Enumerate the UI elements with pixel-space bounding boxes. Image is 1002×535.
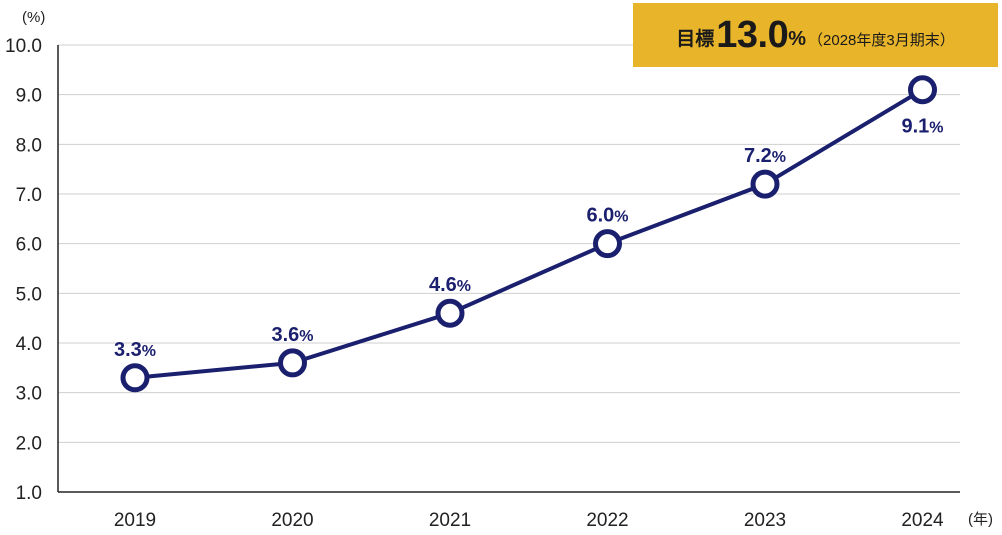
- y-tick-label: 10.0: [5, 36, 42, 57]
- y-tick-labels: 1.0 2.0 3.0 4.0 5.0 6.0 7.0 8.0 9.0 10.0: [5, 36, 42, 504]
- data-label-unit: %: [929, 120, 943, 137]
- y-tick-label: 1.0: [16, 483, 42, 504]
- data-label-value: 9.1: [901, 116, 929, 138]
- data-label: 9.1%: [901, 116, 943, 138]
- y-unit-label: (%): [22, 9, 45, 26]
- data-label-value: 3.6: [271, 324, 299, 346]
- y-tick-label: 6.0: [16, 235, 42, 256]
- y-tick-label: 5.0: [16, 284, 42, 305]
- x-tick-label: 2019: [114, 510, 156, 530]
- data-point: [435, 298, 465, 328]
- y-tick-label: 4.0: [16, 334, 42, 355]
- data-label: 6.0%: [586, 205, 628, 227]
- target-note: （2028年度3月期末）: [808, 31, 955, 49]
- target-banner: 目標 13.0 % （2028年度3月期末）: [633, 3, 998, 67]
- data-point: [908, 75, 937, 105]
- y-tick-label: 7.0: [16, 185, 42, 206]
- data-label-unit: %: [457, 278, 471, 295]
- data-label: 4.6%: [429, 274, 471, 296]
- y-tick-label: 3.0: [16, 384, 42, 405]
- data-label-value: 6.0: [586, 205, 614, 227]
- x-tick-label: 2023: [744, 510, 786, 530]
- x-tick-labels: 2019 2020 2021 2022 2023 2024: [114, 510, 944, 531]
- y-tick-label: 9.0: [16, 86, 42, 107]
- data-point: [278, 348, 307, 378]
- target-unit: %: [788, 27, 807, 50]
- x-tick-label: 2024: [901, 510, 944, 530]
- data-label-unit: %: [299, 328, 313, 345]
- data-point: [750, 169, 780, 199]
- data-label: 3.6%: [271, 324, 313, 346]
- gridlines: [58, 44, 960, 443]
- data-labels: 3.3%3.6%4.6%6.0%7.2%9.1%: [114, 116, 944, 361]
- data-label-unit: %: [142, 343, 156, 360]
- target-value: 13.0: [716, 13, 789, 56]
- data-label: 7.2%: [744, 145, 786, 167]
- data-point: [593, 229, 622, 259]
- x-unit-label: (年): [968, 511, 993, 528]
- series-layer: [120, 75, 937, 393]
- axes: [57, 45, 960, 493]
- data-label-unit: %: [614, 209, 628, 226]
- series-line: [134, 87, 924, 380]
- data-label-value: 3.3: [114, 339, 142, 361]
- data-label-value: 4.6: [429, 274, 457, 296]
- x-tick-label: 2022: [586, 510, 628, 530]
- data-point: [120, 363, 150, 393]
- y-tick-label: 8.0: [16, 135, 42, 156]
- y-tick-label: 2.0: [16, 433, 42, 454]
- data-label-unit: %: [772, 149, 786, 166]
- x-tick-label: 2020: [271, 510, 313, 530]
- target-label: 目標: [676, 28, 715, 50]
- data-label-value: 7.2: [744, 145, 772, 167]
- data-label: 3.3%: [114, 339, 156, 361]
- x-tick-label: 2021: [429, 510, 471, 530]
